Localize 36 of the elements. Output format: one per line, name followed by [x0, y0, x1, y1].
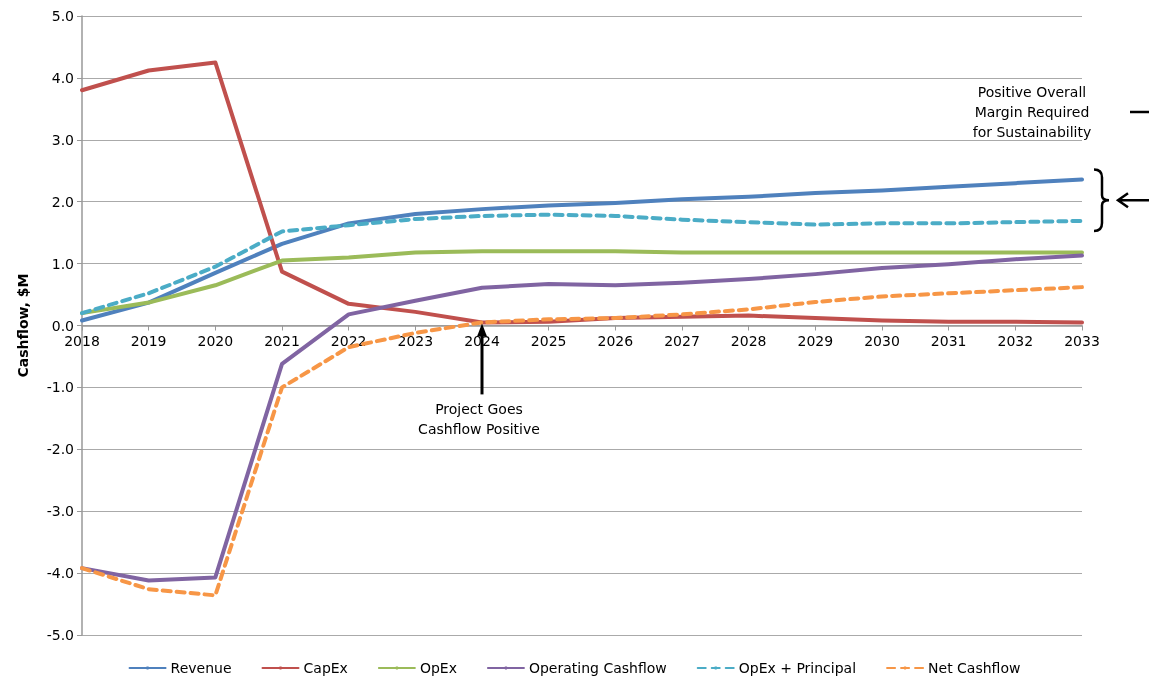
- x-tick-label: 2033: [1064, 332, 1100, 349]
- x-tick-label: 2021: [264, 332, 300, 349]
- x-tick-label: 2030: [864, 332, 900, 349]
- x-tick-label: 2018: [64, 332, 100, 349]
- y-tick-label: 5.0: [51, 8, 74, 24]
- y-tick-label: -5.0: [46, 627, 74, 643]
- y-axis-title: Cashflow, $M: [15, 273, 31, 378]
- y-tick-label: 0.0: [51, 317, 74, 334]
- x-tick-label: 2028: [730, 332, 767, 349]
- x-tick-label: 2029: [797, 332, 834, 349]
- legend-label: OpEx + Principal: [738, 660, 857, 676]
- legend-label: OpEx: [419, 660, 457, 676]
- line-series: [80, 212, 1084, 316]
- annotation: Project Goes Cashflow Positive: [417, 400, 541, 440]
- y-tick-label: 1.0: [51, 255, 74, 272]
- x-tick-label: 2027: [664, 332, 700, 349]
- y-tick-label: -1.0: [46, 379, 74, 396]
- x-tick-label: 2020: [197, 332, 234, 349]
- x-tick-label: 2032: [997, 332, 1034, 349]
- y-tick-label: 4.0: [51, 69, 74, 86]
- legend-label: CapEx: [303, 660, 348, 676]
- x-tick-label: 2026: [597, 332, 634, 349]
- y-tick-label: -3.0: [46, 503, 74, 520]
- x-tick-label: 2023: [397, 332, 434, 349]
- y-tick-label: -2.0: [46, 441, 74, 458]
- y-tick-label: -4.0: [46, 565, 74, 582]
- x-tick-label: 2025: [530, 332, 567, 349]
- line-series: [80, 177, 1084, 323]
- legend-label: Net Cashflow: [928, 660, 1021, 676]
- legend-label: Operating Cashflow: [528, 660, 667, 676]
- annotation: Positive Overall Margin Required for Sustainability: [971, 83, 1093, 142]
- x-tick-label: 2031: [930, 332, 967, 349]
- y-tick-label: 3.0: [51, 131, 74, 148]
- legend-label: Revenue: [170, 660, 232, 676]
- y-tick-label: 2.0: [51, 193, 74, 210]
- x-tick-label: 2019: [130, 332, 167, 349]
